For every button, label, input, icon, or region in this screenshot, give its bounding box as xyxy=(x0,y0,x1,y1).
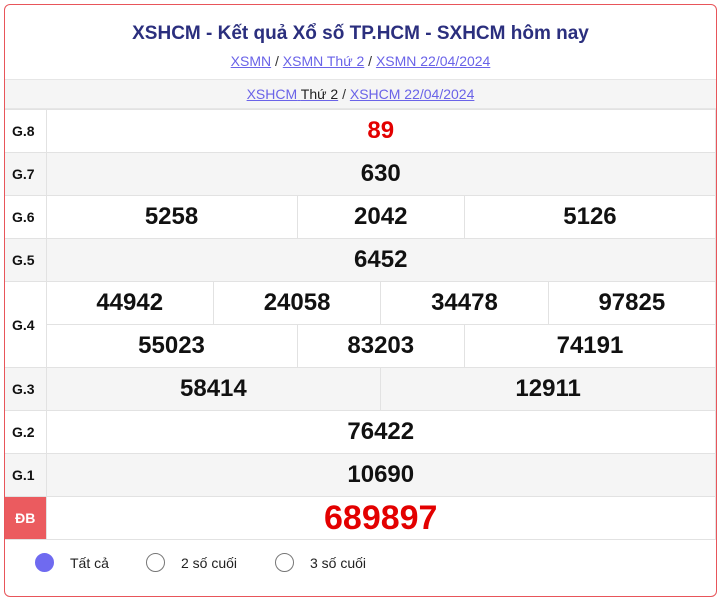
radio-3-digits[interactable]: 3 số cuối xyxy=(275,553,366,572)
link-xshcm-date[interactable]: XSHCM 22/04/2024 xyxy=(349,86,475,102)
prize-number: 83203 xyxy=(296,324,465,368)
prize-label-special: ĐB xyxy=(5,496,47,540)
prize-label: G.5 xyxy=(5,238,47,282)
prize-label: G.4 xyxy=(5,281,47,368)
row-g1: G.1 10690 xyxy=(5,453,716,497)
row-g8: G.8 89 xyxy=(5,109,716,153)
prize-label: G.6 xyxy=(5,195,47,239)
prize-number: 24058 xyxy=(212,281,382,325)
prize-label: G.3 xyxy=(5,367,47,411)
results-table: G.8 89 G.7 630 G.6 5258 2042 5126 G.5 6452 G.4… xyxy=(5,109,716,540)
row-g3: G.3 58414 12911 xyxy=(5,367,716,411)
prize-number: 76422 xyxy=(45,410,716,454)
prize-number: 5126 xyxy=(463,195,716,239)
row-g6: G.6 5258 2042 5126 xyxy=(5,195,716,239)
prize-number: 2042 xyxy=(296,195,465,239)
radio-all[interactable]: Tất cả xyxy=(35,553,109,572)
radio-label: 3 số cuối xyxy=(310,554,367,571)
prize-number: 6452 xyxy=(45,238,716,282)
row-g7: G.7 630 xyxy=(5,152,716,196)
radio-2-digits[interactable]: 2 số cuối xyxy=(146,553,237,572)
prize-label: G.8 xyxy=(5,109,47,153)
prize-number: 74191 xyxy=(463,324,716,368)
results-card: XSHCM - Kết quả Xổ số TP.HCM - SXHCM hôm… xyxy=(4,4,717,597)
special-prize-number: 689897 xyxy=(45,496,716,540)
row-g4: G.4 44942 24058 34478 97825 xyxy=(5,281,716,368)
radio-unchecked-icon[interactable] xyxy=(275,553,294,572)
prize-number: 89 xyxy=(45,109,716,153)
link-xshcm-weekday[interactable]: XSHCM Thứ 2 xyxy=(246,86,339,102)
prize-number: 55023 xyxy=(45,324,298,368)
page-title: XSHCM - Kết quả Xổ số TP.HCM - SXHCM hôm… xyxy=(132,23,589,44)
radio-label: Tất cả xyxy=(70,554,109,571)
prize-number: 44942 xyxy=(45,281,214,325)
radio-checked-icon[interactable] xyxy=(35,553,54,572)
prize-number: 97825 xyxy=(547,281,716,325)
row-g2: G.2 76422 xyxy=(5,410,716,454)
prize-number: 10690 xyxy=(45,453,716,497)
prize-number: 58414 xyxy=(45,367,382,411)
prize-number: 630 xyxy=(45,152,716,196)
row-g5: G.5 6452 xyxy=(5,238,716,282)
prize-label: G.7 xyxy=(5,152,47,196)
prize-number: 5258 xyxy=(45,195,298,239)
breadcrumb-xsmn-date[interactable]: XSMN 22/04/2024 xyxy=(375,53,491,69)
breadcrumb-xsmn[interactable]: XSMN xyxy=(230,53,272,69)
radio-label: 2 số cuối xyxy=(181,554,238,571)
prize-label: G.2 xyxy=(5,410,47,454)
prize-number: 12911 xyxy=(380,367,716,411)
row-db: ĐB 689897 xyxy=(5,496,716,540)
breadcrumb: XSMN / XSMN Thứ 2 / XSMN 22/04/2024 xyxy=(230,53,491,69)
row-g4b: 55023 83203 74191 xyxy=(5,324,716,368)
sub-nav: XSHCM Thứ 2 / XSHCM 22/04/2024 xyxy=(5,79,716,109)
digit-filter: Tất cả 2 số cuối 3 số cuối xyxy=(5,549,716,579)
breadcrumb-xsmn-weekday[interactable]: XSMN Thứ 2 xyxy=(282,53,365,69)
prize-number: 34478 xyxy=(380,281,549,325)
radio-unchecked-icon[interactable] xyxy=(146,553,165,572)
prize-label: G.1 xyxy=(5,453,47,497)
